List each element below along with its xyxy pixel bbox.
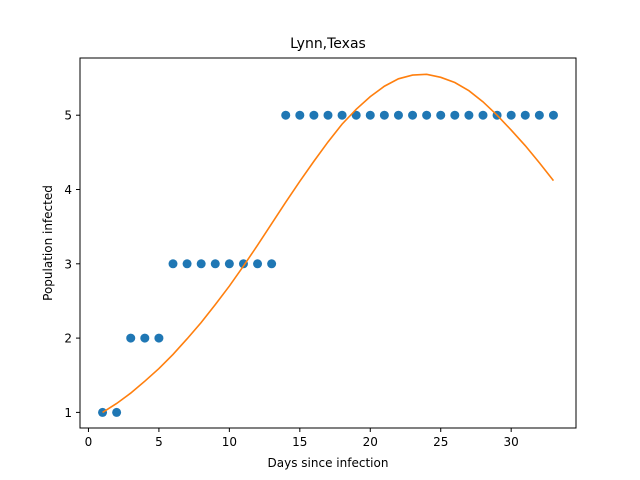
data-point xyxy=(450,110,460,120)
y-tick-label: 1 xyxy=(64,406,72,420)
data-point xyxy=(506,110,516,120)
x-tick-label: 30 xyxy=(504,435,519,449)
data-point xyxy=(323,110,333,120)
data-point xyxy=(393,110,403,120)
x-tick-label: 25 xyxy=(433,435,448,449)
y-axis-label: Population infected xyxy=(41,185,55,301)
data-point xyxy=(478,110,488,120)
data-point xyxy=(281,110,291,120)
data-point xyxy=(365,110,375,120)
data-point xyxy=(224,259,234,269)
data-point xyxy=(267,259,277,269)
y-tick-label: 3 xyxy=(64,257,72,271)
data-point xyxy=(168,259,178,269)
data-point xyxy=(309,110,319,120)
data-point xyxy=(337,110,347,120)
x-axis-label: Days since infection xyxy=(268,456,389,470)
y-tick-label: 5 xyxy=(64,109,72,123)
data-point xyxy=(126,333,136,343)
data-point xyxy=(210,259,220,269)
x-tick-label: 20 xyxy=(363,435,378,449)
x-tick-label: 0 xyxy=(85,435,93,449)
y-tick-label: 2 xyxy=(64,332,72,346)
data-point xyxy=(253,259,263,269)
data-point xyxy=(154,333,164,343)
data-point xyxy=(379,110,389,120)
fit-line xyxy=(102,73,555,414)
data-point xyxy=(464,110,474,120)
data-point xyxy=(422,110,432,120)
data-point xyxy=(548,110,558,120)
data-point xyxy=(436,110,446,120)
data-point xyxy=(112,407,122,417)
data-point xyxy=(351,110,361,120)
chart-title: Lynn,Texas xyxy=(290,36,366,52)
data-point xyxy=(98,407,108,417)
y-tick-label: 4 xyxy=(64,183,72,197)
x-tick-label: 10 xyxy=(222,435,237,449)
data-point xyxy=(534,110,544,120)
plot-frame xyxy=(79,57,577,429)
data-point xyxy=(295,110,305,120)
chart-marks xyxy=(98,73,558,417)
data-point xyxy=(408,110,418,120)
x-axis-ticks: 0 5 10 15 20 25 30 xyxy=(85,428,519,449)
data-point xyxy=(140,333,150,343)
data-point xyxy=(520,110,530,120)
x-tick-label: 5 xyxy=(155,435,163,449)
x-tick-label: 15 xyxy=(292,435,307,449)
y-axis-ticks: 1 2 3 4 5 xyxy=(64,109,80,420)
data-point xyxy=(196,259,206,269)
data-point xyxy=(182,259,192,269)
